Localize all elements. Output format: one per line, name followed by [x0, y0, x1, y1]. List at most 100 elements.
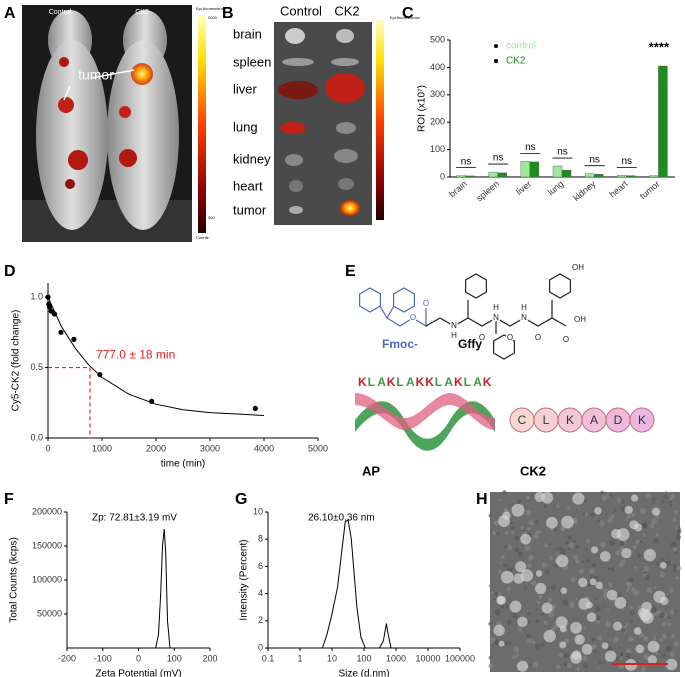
bar: [497, 172, 507, 178]
grain: [499, 561, 502, 564]
panel-label: D: [4, 263, 16, 280]
grain: [641, 667, 646, 673]
particle: [629, 520, 639, 530]
particle: [509, 600, 522, 613]
label: CK2: [334, 3, 359, 18]
grain: [497, 569, 503, 574]
ring: [393, 287, 415, 313]
particle: [611, 528, 622, 539]
grain: [502, 490, 507, 495]
atom-label: O: [410, 313, 416, 322]
residue: C: [518, 413, 527, 427]
residue: K: [416, 375, 425, 389]
particle: [639, 609, 652, 622]
grain: [621, 621, 626, 627]
label: Control: [49, 9, 72, 16]
grain: [642, 569, 645, 572]
significance-label: ****: [649, 39, 670, 54]
grain: [488, 663, 494, 669]
grain: [632, 638, 635, 641]
grain: [610, 514, 615, 519]
particle: [660, 596, 669, 606]
y-tick-label: 100: [430, 144, 445, 154]
grain: [630, 619, 634, 623]
particle: [498, 640, 505, 647]
grain: [526, 620, 531, 624]
grain: [506, 586, 511, 591]
grain: [525, 509, 532, 516]
grain: [657, 650, 661, 654]
point: [51, 311, 58, 317]
grain: [675, 534, 682, 540]
grain: [672, 568, 677, 572]
particle: [595, 581, 603, 590]
particle: [555, 554, 569, 568]
panel-label: E: [345, 263, 356, 280]
x-tick-label: 0.1: [262, 653, 275, 663]
grain: [675, 550, 678, 554]
grain: [496, 532, 500, 536]
grain: [600, 490, 604, 495]
panel-label: C: [402, 5, 414, 22]
grain: [614, 509, 617, 512]
grain: [622, 629, 626, 633]
particle: [561, 515, 574, 529]
y-axis-label: Cy5-CK2 (fold change): [11, 310, 22, 412]
particle: [497, 595, 506, 605]
organ-label: brain: [233, 26, 262, 41]
grain: [672, 546, 678, 552]
panel-label: A: [4, 5, 16, 22]
grain: [576, 667, 581, 672]
particle: [647, 655, 657, 665]
grain: [582, 512, 586, 516]
grain: [608, 492, 613, 498]
grain: [591, 637, 595, 642]
grain: [582, 655, 587, 661]
bond: [386, 308, 427, 328]
grain: [599, 521, 605, 527]
particle: [541, 491, 554, 504]
grain: [676, 565, 682, 571]
grain: [506, 619, 513, 625]
grain: [659, 612, 665, 619]
bar: [488, 171, 498, 178]
grain: [582, 662, 589, 669]
grain: [661, 633, 667, 639]
grain: [608, 582, 613, 587]
atom-label: O: [423, 299, 429, 308]
y-tick-label: 0.0: [30, 432, 43, 442]
grain: [488, 622, 492, 626]
particle: [574, 634, 585, 645]
distribution-line: [155, 528, 171, 649]
grain: [534, 520, 539, 524]
grain: [511, 654, 517, 660]
grain: [643, 635, 649, 641]
point: [71, 336, 77, 342]
x-tick-label: 2000: [146, 443, 166, 453]
y-axis-label: Intensity (Percent): [239, 539, 250, 620]
grain: [655, 499, 659, 503]
grain: [585, 538, 591, 543]
bar: [561, 169, 572, 178]
grain: [503, 642, 508, 646]
grain: [653, 612, 658, 617]
particle: [635, 644, 645, 654]
grain: [540, 642, 545, 647]
grain: [623, 540, 627, 544]
grain: [597, 635, 602, 641]
grain: [547, 597, 553, 603]
grain: [505, 565, 509, 568]
particle: [601, 642, 609, 650]
bond: [379, 305, 395, 320]
x-tick-label: 5000: [308, 443, 328, 453]
particle: [624, 505, 633, 515]
grain: [673, 609, 678, 614]
significance-label: ns: [493, 153, 504, 164]
grain: [512, 613, 518, 619]
y-axis-label: Total Counts (kcps): [9, 537, 20, 623]
bar: [552, 165, 563, 178]
particle: [535, 582, 547, 595]
grain: [494, 597, 498, 601]
particle: [541, 602, 553, 614]
